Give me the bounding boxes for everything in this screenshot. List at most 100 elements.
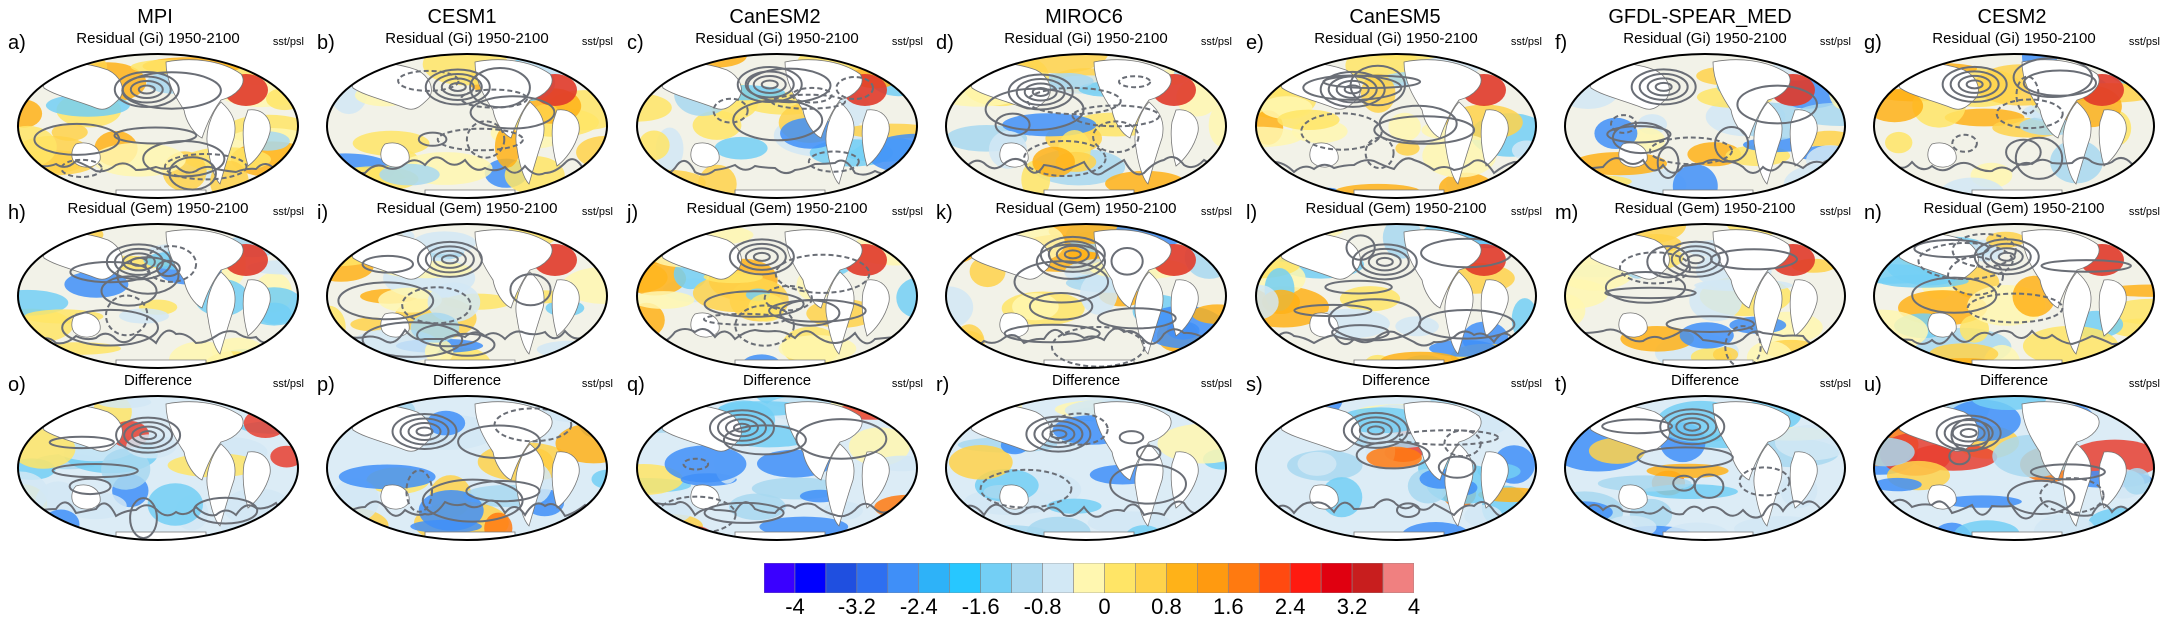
colorbar-swatch	[1258, 563, 1291, 593]
psl-contour	[1667, 412, 1718, 441]
psl-contour	[637, 501, 916, 518]
psl-contour	[1293, 303, 1373, 318]
panel-title: Difference	[432, 372, 502, 389]
psl-contour	[327, 499, 606, 518]
land-outline	[1093, 59, 1172, 139]
anomaly-patch	[582, 229, 607, 256]
psl-contour	[744, 247, 779, 267]
panel-title: Residual (Gi) 1950-2100	[695, 30, 859, 47]
map-panel: d) Residual (Gi) 1950-2100 sst/psl	[936, 30, 1236, 205]
panel-letter: t)	[1555, 374, 1568, 396]
world-map-plot	[326, 395, 608, 541]
land-outline	[1134, 101, 1164, 185]
world-map-plot	[636, 53, 918, 199]
panel-variable: sst/psl	[1510, 206, 1542, 218]
psl-contour	[417, 131, 448, 147]
psl-contour	[2039, 477, 2105, 514]
panel-title: Difference	[1051, 372, 1121, 389]
model-title: MPI	[137, 6, 173, 28]
psl-contour	[1610, 114, 1637, 134]
psl-contour	[60, 158, 103, 179]
psl-contour	[724, 418, 759, 438]
psl-contour	[736, 65, 803, 103]
psl-contour	[1359, 247, 1410, 276]
anomaly-patch	[896, 277, 917, 319]
anomaly-patch	[1256, 358, 1298, 368]
colorbar-swatch	[1104, 563, 1136, 593]
psl-contour	[746, 67, 832, 104]
psl-contour	[156, 259, 181, 278]
map-panel: b) Residual (Gi) 1950-2100 sst/psl	[317, 30, 617, 205]
panel-variable: sst/psl	[2128, 378, 2160, 390]
colorbar-tick-label: 2.4	[1274, 594, 1306, 619]
anomaly-patch	[1012, 293, 1059, 321]
psl-contour	[1092, 120, 1140, 154]
anomaly-patch	[1885, 131, 1913, 154]
anomaly-patch	[2097, 354, 2154, 368]
psl-contour	[1951, 133, 1978, 153]
land-outline	[1618, 484, 1648, 510]
psl-contour	[768, 298, 867, 323]
psl-contour	[113, 247, 164, 276]
anomaly-patch	[948, 445, 1013, 480]
anomaly-patch	[1388, 112, 1421, 142]
psl-contour	[807, 150, 860, 173]
anomaly-patch	[101, 448, 151, 490]
panel-variable: sst/psl	[272, 378, 304, 390]
panel-title: Residual (Gem) 1950-2100	[1305, 200, 1487, 217]
land-outline	[784, 229, 863, 309]
land-outline	[165, 401, 244, 481]
panel-title: Difference	[1670, 372, 1740, 389]
anomaly-patch	[1828, 171, 1845, 198]
world-map-plot	[945, 53, 1227, 199]
psl-contour	[760, 79, 779, 90]
psl-contour	[1989, 247, 2024, 267]
psl-contour	[1957, 74, 1992, 94]
psl-contour	[1959, 428, 1978, 439]
anomaly-patch	[1593, 357, 1628, 368]
colorbar-swatch	[1227, 563, 1260, 593]
panel-letter: a)	[8, 32, 26, 54]
psl-contour	[752, 251, 771, 262]
panel-letter: c)	[627, 32, 644, 54]
model-title: GFDL-SPEAR_MED	[1608, 6, 1792, 28]
psl-contour	[774, 253, 871, 294]
map-border	[326, 395, 608, 541]
psl-contour	[1659, 408, 1726, 446]
anomaly-patch	[1569, 175, 1632, 188]
psl-contour	[105, 243, 172, 281]
model-title: CanESM5	[1349, 6, 1441, 28]
anomaly-patch	[2123, 468, 2151, 495]
colorbar-tick-label: 1.6	[1213, 594, 1244, 619]
land-outline	[1789, 109, 1818, 167]
anomaly-patch	[1874, 264, 1941, 284]
world-map-plot	[326, 223, 608, 369]
anomaly-patch	[1192, 304, 1226, 324]
psl-contour	[129, 80, 164, 100]
panel-title: Residual (Gi) 1950-2100	[1314, 30, 1478, 47]
psl-contour	[1300, 112, 1383, 151]
land-outline	[1480, 451, 1509, 509]
colorbar-swatch	[1289, 563, 1322, 593]
psl-contour	[168, 156, 217, 191]
panel-variable: sst/psl	[1200, 36, 1232, 48]
land-outline	[1403, 59, 1482, 139]
psl-contour	[18, 159, 297, 174]
land-outline	[1444, 271, 1474, 355]
map-panel: a) Residual (Gi) 1950-2100 sst/psl	[8, 30, 308, 205]
map-panel: g) Residual (Gi) 1950-2100 sst/psl	[1864, 30, 2164, 205]
anomaly-patch	[555, 423, 607, 464]
land-outline	[1712, 59, 1791, 139]
psl-contour	[1049, 412, 1109, 446]
psl-contour	[1949, 70, 2000, 99]
colorbar-swatch	[1011, 563, 1043, 593]
map-panel: m) Residual (Gem) 1950-2100 sst/psl	[1555, 200, 1855, 375]
psl-contour	[2006, 479, 2076, 516]
world-map-plot	[17, 53, 299, 199]
land-outline	[2098, 109, 2127, 167]
psl-contour	[732, 99, 824, 142]
psl-contour	[1683, 421, 1702, 432]
anomaly-patch	[1795, 102, 1845, 126]
world-map-plot	[1873, 223, 2155, 369]
psl-contour	[1911, 276, 1998, 314]
